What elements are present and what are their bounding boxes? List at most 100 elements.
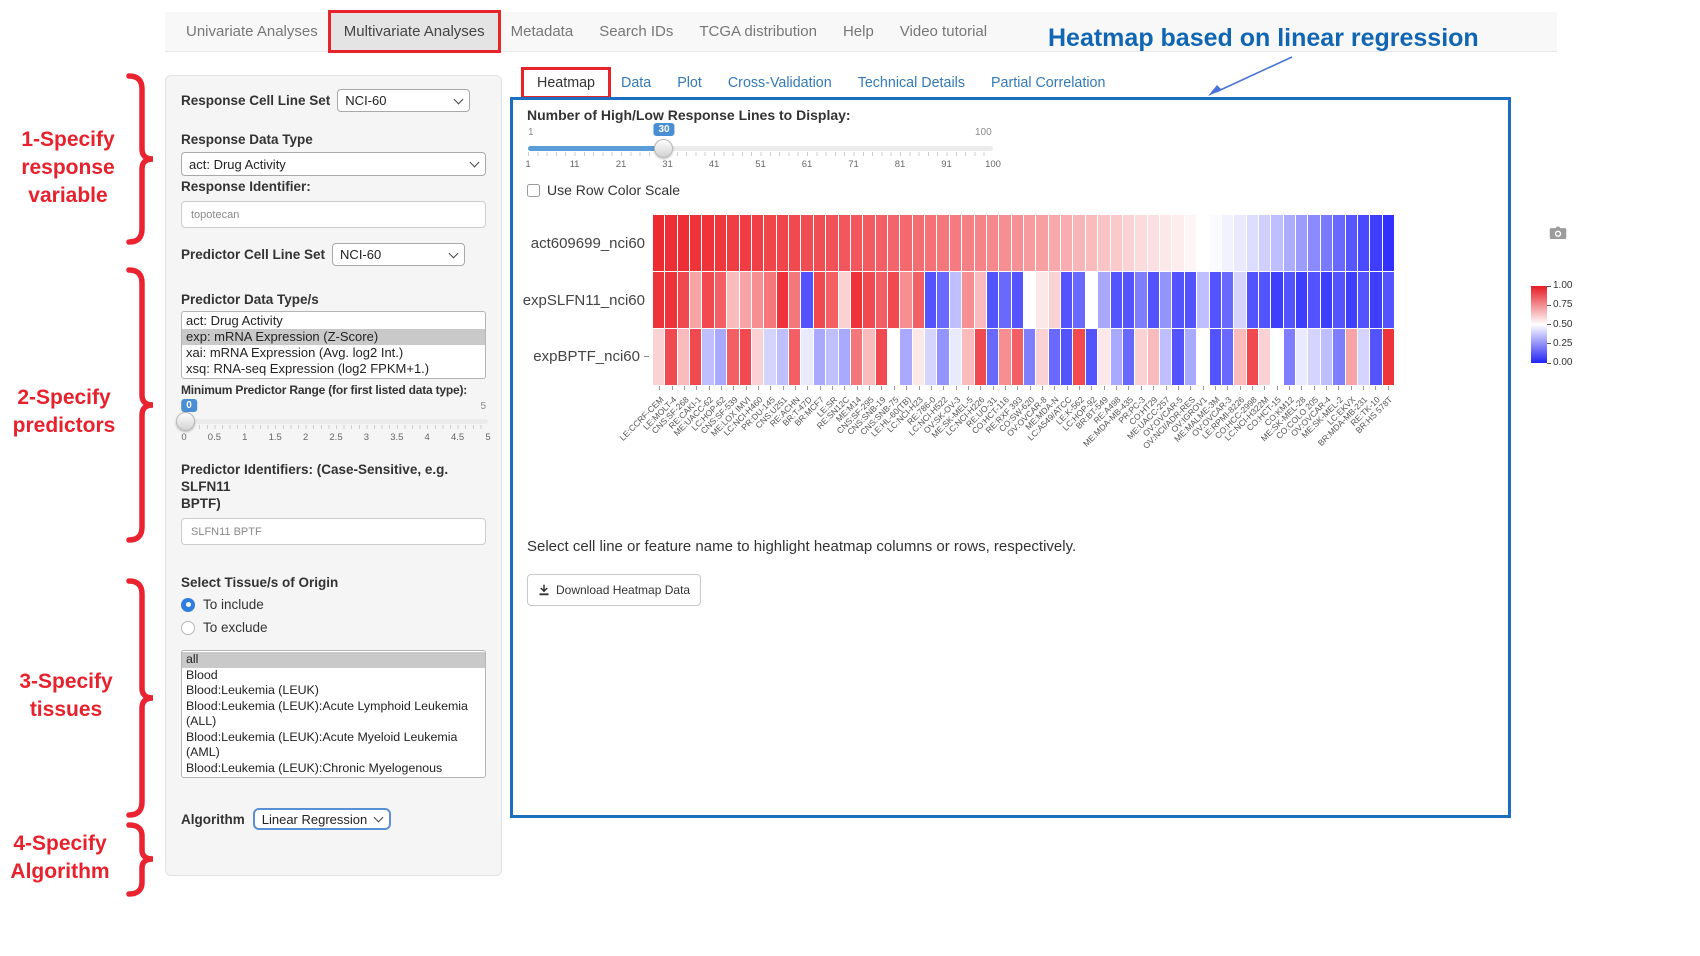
- camera-icon[interactable]: [1549, 226, 1567, 240]
- heatmap-cell[interactable]: [826, 272, 838, 328]
- heatmap-cell[interactable]: [1048, 329, 1061, 385]
- heatmap-cell[interactable]: [1308, 215, 1320, 271]
- heatmap-cell[interactable]: [1258, 215, 1271, 271]
- heatmap-cell[interactable]: [677, 329, 690, 385]
- heatmap-cell[interactable]: [1296, 272, 1308, 328]
- heatmap-cell[interactable]: [1184, 329, 1197, 385]
- heatmap-cell[interactable]: [751, 215, 764, 271]
- heatmap-cell[interactable]: [838, 272, 850, 328]
- heatmap-cell[interactable]: [826, 329, 838, 385]
- heatmap-cell[interactable]: [1135, 329, 1147, 385]
- heatmap-cell[interactable]: [1246, 329, 1258, 385]
- heatmap-cell[interactable]: [1357, 215, 1370, 271]
- heatmap-cell[interactable]: [962, 272, 974, 328]
- heatmap-cell[interactable]: [850, 329, 863, 385]
- heatmap-cell[interactable]: [1184, 215, 1197, 271]
- heatmap-cell[interactable]: [974, 215, 986, 271]
- heatmap-cell[interactable]: [665, 329, 677, 385]
- heatmap-cell[interactable]: [1048, 215, 1061, 271]
- heatmap-cell[interactable]: [714, 272, 727, 328]
- heatmap-cell[interactable]: [1184, 272, 1197, 328]
- heatmap-cell[interactable]: [702, 329, 714, 385]
- heatmap-cell[interactable]: [937, 329, 949, 385]
- heatmap-cell[interactable]: [1382, 215, 1394, 271]
- heatmap-cell[interactable]: [1048, 272, 1061, 328]
- heatmap-cell[interactable]: [1011, 272, 1023, 328]
- heatmap-cell[interactable]: [1085, 329, 1098, 385]
- heatmap-cell[interactable]: [789, 272, 801, 328]
- heatmap-cell[interactable]: [986, 329, 999, 385]
- heatmap-cell[interactable]: [912, 272, 925, 328]
- heatmap-cell[interactable]: [1345, 329, 1357, 385]
- heatmap-cell[interactable]: [962, 329, 974, 385]
- heatmap-cell[interactable]: [1122, 329, 1135, 385]
- heatmap-cell[interactable]: [1036, 215, 1048, 271]
- heatmap-cell[interactable]: [653, 272, 665, 328]
- response-cell-line-set-select[interactable]: NCI-60: [337, 89, 471, 112]
- heatmap-cell[interactable]: [1098, 329, 1110, 385]
- heatmap-cell[interactable]: [1357, 272, 1370, 328]
- heatmap-cell[interactable]: [751, 329, 764, 385]
- predictor-identifiers-input[interactable]: [181, 518, 486, 545]
- heatmap-cell[interactable]: [1160, 272, 1172, 328]
- heatmap-cell[interactable]: [1345, 272, 1357, 328]
- heatmap-cell[interactable]: [999, 272, 1011, 328]
- nav-item-search-ids[interactable]: Search IDs: [599, 23, 674, 40]
- tab-technical-details[interactable]: Technical Details: [857, 75, 965, 91]
- heatmap-cell[interactable]: [1296, 215, 1308, 271]
- heatmap-cell[interactable]: [1172, 272, 1184, 328]
- heatmap-cell[interactable]: [1271, 215, 1283, 271]
- algorithm-select[interactable]: Linear Regression: [252, 808, 392, 830]
- heatmap-cell[interactable]: [1221, 329, 1234, 385]
- predictor-data-type-option-xsq[interactable]: xsq: RNA-seq Expression (log2 FPKM+1.): [186, 361, 430, 376]
- response-lines-track[interactable]: [528, 146, 993, 151]
- heatmap-cell[interactable]: [1011, 329, 1023, 385]
- nav-item-video-tutorial[interactable]: Video tutorial: [899, 23, 988, 40]
- tissue-option-blood-leukemia-leuk[interactable]: Blood:Leukemia (LEUK): [186, 683, 319, 697]
- response-data-type-select[interactable]: act: Drug Activity: [181, 152, 486, 176]
- heatmap-cell[interactable]: [1333, 215, 1345, 271]
- nav-item-metadata[interactable]: Metadata: [510, 23, 574, 40]
- heatmap-cell[interactable]: [1160, 215, 1172, 271]
- heatmap-cell[interactable]: [789, 329, 801, 385]
- heatmap-cell[interactable]: [739, 272, 751, 328]
- heatmap-cell[interactable]: [1024, 272, 1036, 328]
- heatmap-cell[interactable]: [1122, 215, 1135, 271]
- predictor-data-type-option-xai[interactable]: xai: mRNA Expression (Avg. log2 Int.): [186, 345, 404, 360]
- predictor-data-type-option-exp[interactable]: exp: mRNA Expression (Z-Score): [182, 329, 485, 345]
- heatmap-cell[interactable]: [1308, 329, 1320, 385]
- heatmap-cell[interactable]: [925, 329, 937, 385]
- heatmap-cell[interactable]: [1011, 215, 1023, 271]
- heatmap-cell[interactable]: [912, 215, 925, 271]
- heatmap-cell[interactable]: [1283, 215, 1296, 271]
- heatmap-cell[interactable]: [727, 215, 739, 271]
- heatmap-cell[interactable]: [1036, 272, 1048, 328]
- heatmap-cell[interactable]: [1246, 215, 1258, 271]
- heatmap-cell[interactable]: [1024, 329, 1036, 385]
- heatmap-cell[interactable]: [826, 215, 838, 271]
- heatmap-cell[interactable]: [1382, 272, 1394, 328]
- heatmap-cell[interactable]: [900, 215, 912, 271]
- heatmap-cell[interactable]: [1172, 215, 1184, 271]
- heatmap-cell[interactable]: [1246, 272, 1258, 328]
- heatmap-cell[interactable]: [925, 215, 937, 271]
- heatmap-cell[interactable]: [1110, 272, 1122, 328]
- heatmap-cell[interactable]: [962, 215, 974, 271]
- heatmap-cell[interactable]: [999, 215, 1011, 271]
- heatmap-cell[interactable]: [801, 329, 813, 385]
- heatmap-cell[interactable]: [1357, 329, 1370, 385]
- heatmap-cell[interactable]: [1147, 215, 1160, 271]
- heatmap-cell[interactable]: [1098, 272, 1110, 328]
- heatmap-cell[interactable]: [776, 272, 789, 328]
- heatmap-cell[interactable]: [1061, 329, 1073, 385]
- tab-data[interactable]: Data: [621, 75, 652, 91]
- heatmap-cell[interactable]: [727, 272, 739, 328]
- heatmap-cell[interactable]: [1234, 272, 1246, 328]
- heatmap-cell[interactable]: [949, 215, 962, 271]
- heatmap-cell[interactable]: [875, 272, 887, 328]
- heatmap-cell[interactable]: [1135, 215, 1147, 271]
- heatmap-cell[interactable]: [801, 215, 813, 271]
- heatmap-cell[interactable]: [1271, 272, 1283, 328]
- heatmap-cell[interactable]: [1110, 215, 1122, 271]
- heatmap-cell[interactable]: [653, 329, 665, 385]
